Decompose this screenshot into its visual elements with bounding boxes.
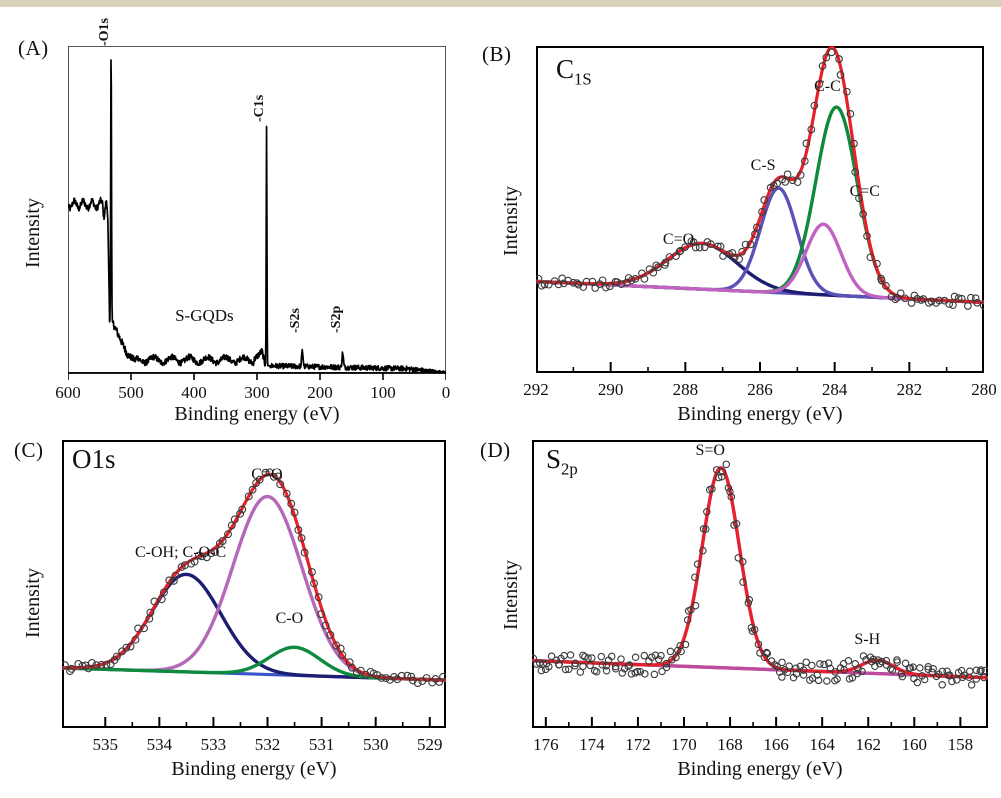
panel-c-o1s: (C) Intensity O1s Binding energy (eV) 53… (0, 428, 470, 798)
panel-a-peak-label-3: -S2p (328, 306, 344, 334)
boxb-component-label-2: C-C (814, 78, 841, 96)
panel-c-title-main: O1s (72, 444, 116, 474)
panel-a-peak-label-2: -S2s (288, 308, 304, 334)
boxd-tick-172: 172 (625, 735, 651, 754)
boxc-tick-529: 529 (417, 735, 443, 754)
panel-c-plot-area (62, 440, 446, 728)
panel-b-spectrum-title: C1S (556, 54, 592, 89)
panel-a-peak-label-0: -O1s (96, 17, 112, 46)
panel-c-y-axis-title: Intensity (22, 568, 44, 638)
panel-c-spectrum-title: O1s (72, 444, 116, 479)
panel-b-title-main: C (556, 54, 575, 84)
panel-d-title-main: S (546, 444, 562, 474)
panel-b-letter: (B) (482, 42, 512, 66)
boxb-tick-292: 292 (523, 380, 549, 399)
panel-a-peak-label-1: -C1s (252, 95, 268, 123)
panel-a-plot-area (68, 46, 446, 380)
boxb-component-label-3: C=C (849, 182, 880, 200)
panel-d-x-axis-title: Binding energy (eV) (677, 758, 843, 780)
panel-b-title-sub: 1S (574, 69, 592, 89)
boxb-tick-288: 288 (672, 380, 699, 399)
panel-d-s2p: (D) Intensity S2p Binding energy (eV) 17… (478, 428, 1001, 798)
boxd-tick-176: 176 (533, 735, 559, 754)
panel-d-title-sub: 2p (561, 459, 578, 479)
panel-c-letter: (C) (14, 438, 44, 462)
boxb-tick-286: 286 (747, 380, 773, 399)
panel-a-tick-300: 300 (244, 383, 270, 402)
panel-d-spectrum-title: S2p (546, 444, 578, 479)
boxd-tick-174: 174 (579, 735, 605, 754)
top-decorative-strip (0, 0, 1001, 7)
panel-a-tick-100: 100 (370, 383, 396, 402)
panel-b-y-axis-title: Intensity (500, 186, 522, 256)
panel-a-tick-500: 500 (118, 383, 144, 402)
panel-d-y-axis-title: Intensity (500, 560, 522, 630)
boxc-component-label-1: C=O (251, 466, 283, 484)
panel-b-plot-area (536, 46, 984, 373)
panel-d-letter: (D) (480, 438, 511, 462)
boxd-tick-158: 158 (947, 735, 974, 754)
boxd-tick-160: 160 (901, 735, 928, 754)
boxd-tick-168: 168 (717, 735, 743, 754)
boxd-component-label-1: S-H (854, 630, 881, 648)
boxb-tick-290: 290 (597, 380, 624, 399)
boxd-tick-166: 166 (763, 735, 789, 754)
boxc-tick-530: 530 (362, 735, 389, 754)
panel-a-tick-0: 0 (441, 383, 451, 402)
boxb-tick-284: 284 (821, 380, 848, 399)
boxc-tick-534: 534 (146, 735, 173, 754)
panel-a-sample-label: S-GQDs (175, 305, 234, 325)
boxc-tick-533: 533 (200, 735, 227, 754)
boxb-tick-280: 280 (971, 380, 997, 399)
boxc-tick-535: 535 (92, 735, 119, 754)
panel-d-plot-area (532, 440, 988, 728)
panel-a-y-axis-title: Intensity (22, 198, 44, 268)
boxc-component-label-0: C-OH; C-O-C (135, 544, 227, 562)
boxd-tick-170: 170 (671, 735, 697, 754)
panel-a-tick-600: 600 (55, 383, 81, 402)
panel-a-x-axis-title: Binding energy (eV) (174, 403, 340, 425)
boxd-component-label-0: S=O (695, 441, 725, 459)
boxb-component-label-1: C-S (750, 156, 776, 174)
panel-c-x-axis-title: Binding energy (eV) (171, 758, 337, 780)
panel-b-c1s: (B) Intensity C1S Binding energy (eV) 29… (478, 18, 1001, 428)
panel-a-tick-200: 200 (307, 383, 333, 402)
panel-a-survey: (A) Intensity Binding energy (eV) 600 500… (0, 18, 470, 428)
boxb-tick-282: 282 (896, 380, 923, 399)
boxb-component-label-0: C=O (662, 231, 695, 249)
boxd-tick-162: 162 (855, 735, 881, 754)
panel-a-letter: (A) (18, 36, 49, 60)
boxd-tick-164: 164 (809, 735, 835, 754)
boxc-tick-532: 532 (254, 735, 281, 754)
panel-b-x-axis-title: Binding energy (eV) (677, 403, 843, 425)
boxc-tick-531: 531 (308, 735, 335, 754)
boxc-component-label-2: C-O (275, 610, 304, 628)
panel-a-tick-400: 400 (181, 383, 207, 402)
